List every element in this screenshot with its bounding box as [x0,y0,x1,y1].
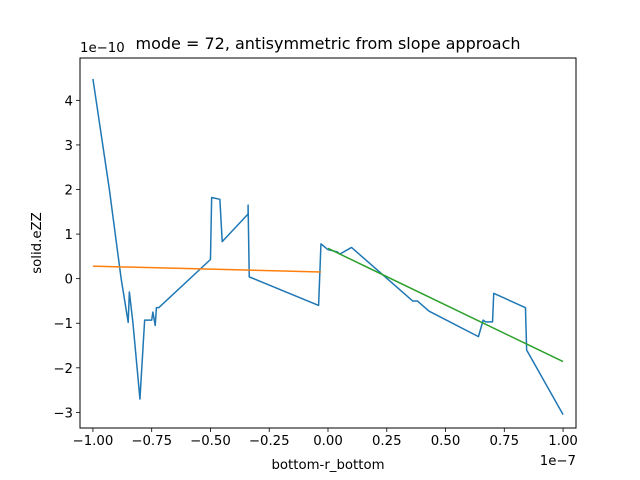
y-tick-label: 4 [65,94,73,109]
x-tick-label: 0.25 [372,434,402,449]
x-tick-label: 1.00 [548,434,578,449]
y-tick-label: 2 [65,184,73,199]
y-axis-offset-label: 1e−10 [80,41,125,56]
y-tick-label: −1 [53,317,73,332]
y-tick-label: 1 [65,228,73,243]
chart-title: mode = 72, antisymmetric from slope appr… [136,34,521,53]
series-layer [92,78,564,415]
y-tick-label: −2 [53,362,73,377]
y-tick-label: −3 [53,406,73,421]
x-tick-label: −0.75 [131,434,172,449]
y-axis: −3 −2 −1 0 1 2 3 4 [53,94,80,421]
x-axis-offset-label: 1e−7 [540,454,576,469]
series-line-1 [92,78,564,415]
x-tick-label: 0.75 [489,434,519,449]
x-tick-label: 0.50 [431,434,461,449]
y-axis-title: solid.eZZ [30,212,45,274]
x-axis: −1.00 −0.75 −0.50 −0.25 0.00 0.25 0.50 0.75 1.00 [73,428,578,449]
y-tick-label: 3 [65,139,73,154]
x-axis-title: bottom-r_bottom [271,458,384,473]
y-tick-label: 0 [65,273,73,288]
series-line-2 [92,265,321,273]
series-line-3 [327,247,564,363]
x-tick-label: −1.00 [73,434,114,449]
x-tick-label: −0.50 [190,434,231,449]
x-tick-label: 0.00 [313,434,343,449]
x-tick-label: −0.25 [249,434,290,449]
plot-frame [79,57,577,429]
